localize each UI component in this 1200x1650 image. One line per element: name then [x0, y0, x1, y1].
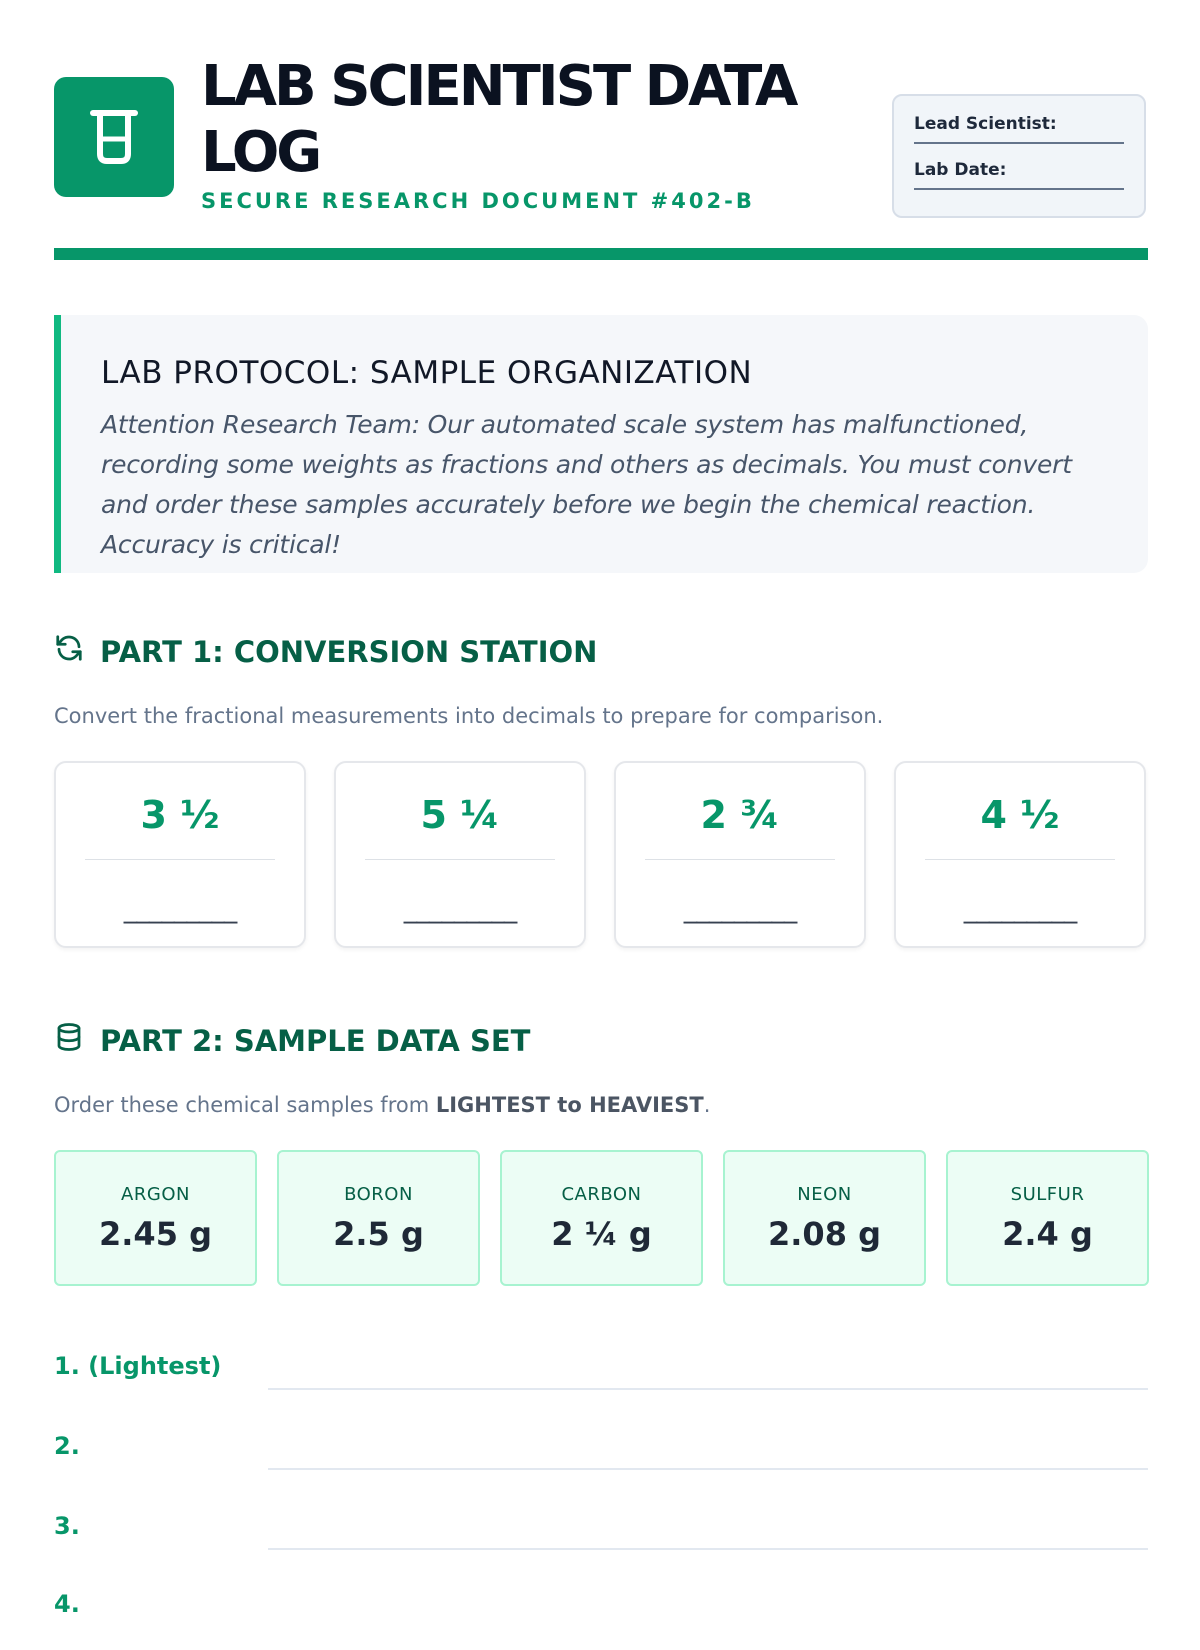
- answer-blank[interactable]: _________: [683, 893, 798, 924]
- page-subtitle: SECURE RESEARCH DOCUMENT #402-B: [201, 189, 755, 213]
- order-row: 2.: [54, 1432, 1148, 1492]
- order-row: 1. (Lightest): [54, 1352, 1148, 1412]
- conversion-card: 4 ½ _________: [894, 761, 1146, 948]
- protocol-box: LAB PROTOCOL: SAMPLE ORGANIZATION Attent…: [54, 315, 1148, 573]
- sample-weight: 2.45 g: [99, 1215, 212, 1253]
- order-row: 3.: [54, 1512, 1148, 1572]
- sample-name: ARGON: [121, 1184, 190, 1205]
- fraction-value: 2 ¾: [700, 793, 780, 837]
- sample-weight: 2 ¼ g: [551, 1215, 652, 1253]
- sample-name: SULFUR: [1010, 1184, 1085, 1205]
- order-label: 1. (Lightest): [54, 1352, 222, 1380]
- part2-description-prefix: Order these chemical samples from: [54, 1093, 436, 1117]
- sample-cards: ARGON 2.45 g BORON 2.5 g CARBON 2 ¼ g NE…: [54, 1150, 1149, 1286]
- protocol-text: Attention Research Team: Our automated s…: [101, 410, 1072, 559]
- lead-scientist-label: Lead Scientist:: [914, 114, 1057, 134]
- part2-title: PART 2: SAMPLE DATA SET: [100, 1023, 531, 1058]
- card-divider: [645, 859, 835, 860]
- database-icon: [54, 1022, 84, 1059]
- info-box: Lead Scientist: Lab Date:: [892, 94, 1146, 218]
- card-divider: [365, 859, 555, 860]
- sample-card: SULFUR 2.4 g: [946, 1150, 1149, 1286]
- card-divider: [85, 859, 275, 860]
- refresh-icon: [54, 633, 84, 670]
- order-label: 4.: [54, 1590, 80, 1618]
- fraction-value: 5 ¼: [420, 793, 500, 837]
- protocol-title: LAB PROTOCOL: SAMPLE ORGANIZATION: [101, 355, 753, 391]
- part2-description: Order these chemical samples from LIGHTE…: [54, 1093, 710, 1117]
- conversion-card: 5 ¼ _________: [334, 761, 586, 948]
- sample-name: CARBON: [561, 1184, 642, 1205]
- part2-description-suffix: .: [703, 1093, 711, 1117]
- fraction-value: 4 ½: [980, 793, 1060, 837]
- order-row: 4.: [54, 1590, 1148, 1650]
- sample-name: NEON: [797, 1184, 852, 1205]
- answer-blank[interactable]: _________: [963, 893, 1078, 924]
- lab-date-field[interactable]: Lab Date:: [914, 144, 1124, 190]
- part1-title: PART 1: CONVERSION STATION: [100, 634, 598, 669]
- header-divider: [54, 248, 1148, 260]
- answer-line[interactable]: [268, 1468, 1148, 1470]
- sample-card: CARBON 2 ¼ g: [500, 1150, 703, 1286]
- part1-description: Convert the fractional measurements into…: [54, 704, 884, 728]
- answer-line[interactable]: [268, 1388, 1148, 1390]
- sample-card: ARGON 2.45 g: [54, 1150, 257, 1286]
- part1-header: PART 1: CONVERSION STATION: [54, 633, 597, 670]
- fraction-value: 3 ½: [140, 793, 220, 837]
- part2-description-emphasis: LIGHTEST to HEAVIEST: [435, 1093, 704, 1117]
- answer-blank[interactable]: _________: [123, 893, 238, 924]
- conversion-card: 3 ½ _________: [54, 761, 306, 948]
- order-label: 2.: [54, 1432, 80, 1460]
- sample-weight: 2.4 g: [1002, 1215, 1093, 1253]
- sample-card: NEON 2.08 g: [723, 1150, 926, 1286]
- sample-name: BORON: [344, 1184, 413, 1205]
- card-divider: [925, 859, 1115, 860]
- answer-line[interactable]: [268, 1548, 1148, 1550]
- sample-weight: 2.08 g: [768, 1215, 881, 1253]
- lab-date-label: Lab Date:: [914, 160, 1007, 180]
- answer-blank[interactable]: _________: [403, 893, 518, 924]
- conversion-cards: 3 ½ _________ 5 ¼ _________ 2 ¾ ________…: [54, 761, 1146, 948]
- sample-card: BORON 2.5 g: [277, 1150, 480, 1286]
- beaker-icon: [54, 77, 174, 197]
- sample-weight: 2.5 g: [333, 1215, 424, 1253]
- order-label: 3.: [54, 1512, 80, 1540]
- lead-scientist-field[interactable]: Lead Scientist:: [914, 98, 1124, 144]
- worksheet-page: LAB SCIENTIST DATA LOG SECURE RESEARCH D…: [54, 54, 1149, 1618]
- conversion-card: 2 ¾ _________: [614, 761, 866, 948]
- part2-header: PART 2: SAMPLE DATA SET: [54, 1022, 530, 1059]
- page-title: LAB SCIENTIST DATA LOG: [201, 54, 798, 185]
